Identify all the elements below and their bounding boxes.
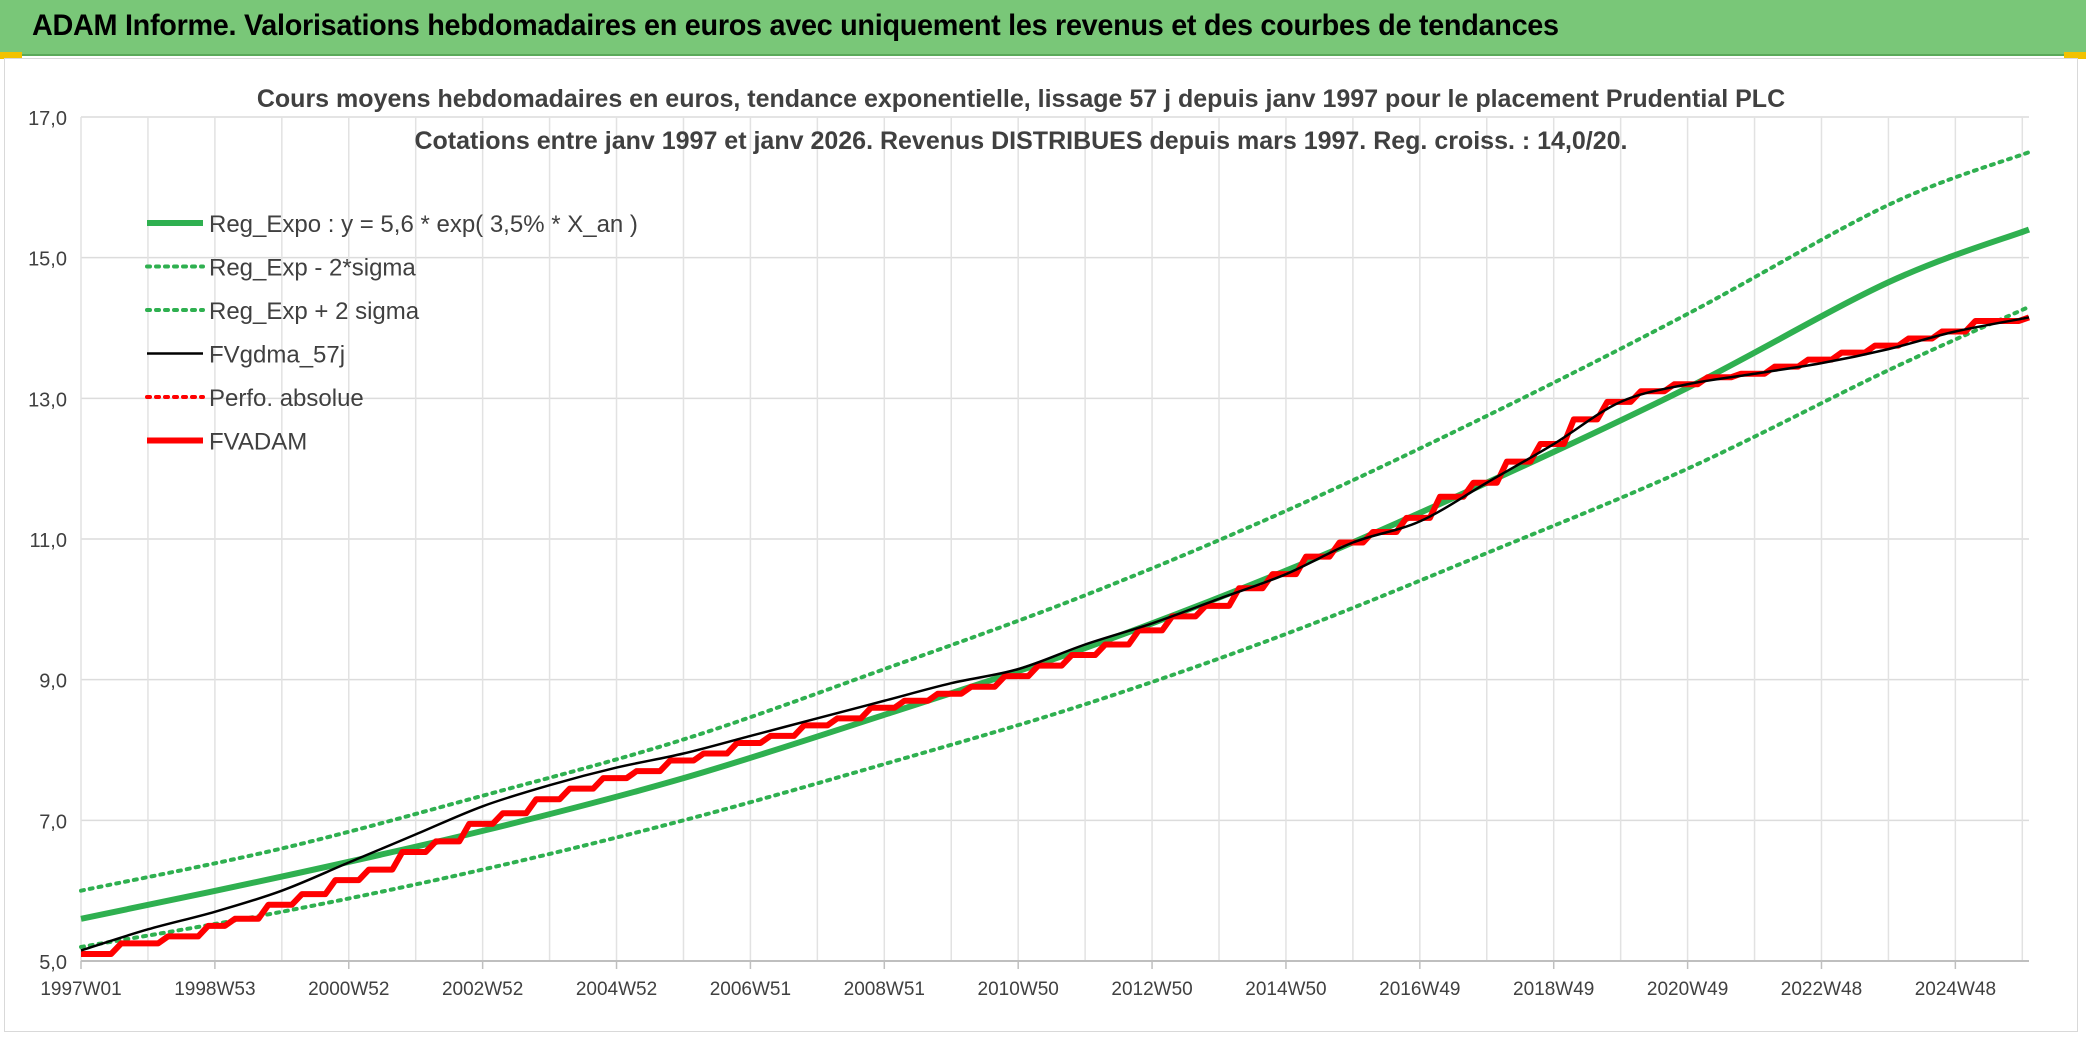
x-tick-label: 1997W01 [40, 979, 121, 1000]
line-chart: 5,0 7,0 9,0 11,0 13,0 15,0 17,0 1997W01 1998W53 2… [28, 85, 2031, 1000]
series-line-5 [81, 314, 2030, 957]
legend-label: Reg_Exp - 2*sigma [209, 255, 416, 282]
y-tick-label: 15,0 [28, 249, 67, 271]
chart-frame: 5,0 7,0 9,0 11,0 13,0 15,0 17,0 1997W01 1998W53 2… [4, 58, 2078, 1032]
grid-layer [80, 116, 2029, 962]
y-tick-label: 17,0 [28, 108, 67, 130]
chart-area: 5,0 7,0 9,0 11,0 13,0 15,0 17,0 1997W01 1998W53 2… [0, 56, 2086, 1038]
x-tick-label: 2016W49 [1379, 979, 1460, 1000]
y-tick-label: 11,0 [30, 530, 67, 552]
x-tick-label: 2024W48 [1915, 979, 1996, 1000]
y-tick-label: 5,0 [39, 952, 67, 974]
chart-subtitle: Cotations entre janv 1997 et janv 2026. … [414, 127, 1627, 155]
y-tick-label: 13,0 [28, 389, 67, 411]
report-title: ADAM Informe. Valorisations hebdomadaire… [32, 9, 1559, 42]
x-tick-label: 2006W51 [710, 979, 791, 1000]
series-line-1 [79, 304, 2031, 949]
report-banner: ADAM Informe. Valorisations hebdomadaire… [0, 0, 2086, 56]
axis-layer: 5,0 7,0 9,0 11,0 13,0 15,0 17,0 1997W01 1998W53 2… [28, 108, 2029, 1000]
chart-title: Cours moyens hebdomadaires en euros, ten… [257, 85, 1785, 113]
x-tick-label: 1998W53 [174, 979, 255, 1000]
legend-label: Perfo. absolue [209, 385, 364, 412]
y-tick-label: 7,0 [39, 811, 67, 833]
legend-label: FVgdma_57j [209, 342, 345, 369]
legend-label: Reg_Expo : y = 5,6 * exp( 3,5% * X_an ) [209, 211, 638, 238]
corner-marker-right [2064, 52, 2086, 59]
legend-label: FVADAM [209, 429, 307, 456]
corner-marker-left [0, 52, 22, 59]
series-line-3 [80, 316, 2030, 952]
series-line-0 [80, 226, 2031, 922]
x-tick-label: 2010W50 [978, 979, 1059, 1000]
series-line-2 [79, 150, 2031, 893]
x-tick-label: 2000W52 [308, 979, 389, 1000]
y-tick-label: 9,0 [39, 671, 67, 693]
x-tick-label: 2014W50 [1245, 979, 1326, 1000]
series-layer [79, 150, 2031, 957]
legend: Reg_Expo : y = 5,6 * exp( 3,5% * X_an ) R… [145, 211, 638, 456]
x-tick-label: 2002W52 [442, 979, 523, 1000]
legend-label: Reg_Exp + 2 sigma [209, 298, 420, 325]
x-tick-label: 2018W49 [1513, 979, 1594, 1000]
x-tick-label: 2004W52 [576, 979, 657, 1000]
x-tick-label: 2022W48 [1781, 979, 1862, 1000]
x-tick-label: 2008W51 [844, 979, 925, 1000]
x-tick-label: 2012W50 [1111, 979, 1192, 1000]
x-tick-label: 2020W49 [1647, 979, 1728, 1000]
